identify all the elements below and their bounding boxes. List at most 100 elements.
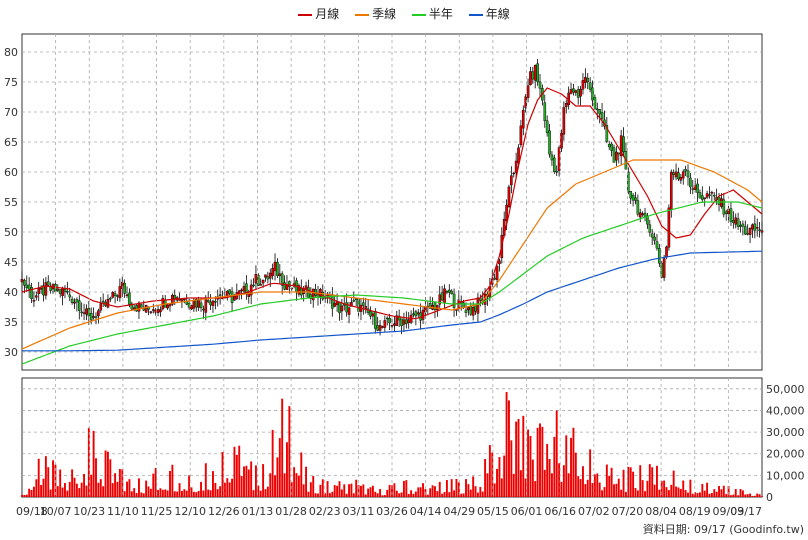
candle-down [712,194,716,197]
volume-bar [534,481,537,497]
volume-bar [400,492,403,497]
candle-up [615,151,618,161]
volume-bar [498,457,501,497]
legend-label-quarter: 季線 [372,7,397,21]
candle-down [447,289,451,293]
candle-down [252,284,255,287]
candle-down [648,224,652,233]
candle-up [264,274,267,278]
volume-bar [104,450,107,497]
candle-down [610,143,613,151]
volume-bar [548,459,551,497]
volume-bar [64,483,66,497]
volume-bar [519,470,522,497]
candle-down [75,299,79,303]
candle-down [684,169,687,172]
volume-bar [214,482,217,497]
volume-bar [73,477,76,497]
volume-bar [722,485,725,497]
candle-down [672,172,675,175]
volume-bar [486,473,489,497]
volume-bar [603,487,606,497]
volume-tick-label: 20,000 [766,448,805,461]
candle-up [510,175,513,186]
volume-bar [422,483,424,497]
volume-bar [758,494,761,497]
volume-bar [164,489,167,497]
volume-bar [653,484,656,497]
candle-down [266,276,270,280]
volume-bar [61,487,64,497]
price-tick-label: 50 [4,226,18,239]
volume-bar [522,415,525,497]
candle-up [350,302,353,307]
candle-up [99,303,103,311]
volume-bar [531,459,534,497]
volume-bar [474,486,477,497]
volume-bar [670,484,673,497]
volume-bar [613,484,615,497]
candle-up [378,325,382,331]
volume-bar [457,482,460,497]
candle-down [276,261,279,276]
date-tick-label: 08/19 [679,505,711,518]
volume-bar [718,486,720,497]
candle-up [562,107,566,135]
volume-bar [739,488,742,497]
volume-bar [204,463,207,497]
volume-bar [274,475,276,497]
volume-bar [152,473,155,497]
candle-up [564,103,568,107]
date-tick-label: 04/29 [443,505,475,518]
candle-down [717,197,721,205]
candle-up [662,258,666,278]
candle-up [421,309,425,320]
candle-down [474,305,477,312]
volume-bar [264,489,267,497]
volume-bar [254,465,257,497]
candle-down [691,188,695,190]
volume-bar [641,480,644,497]
volume-bar [419,487,422,497]
candle-up [335,301,339,306]
candle-down [595,108,599,111]
candle-up [390,325,394,327]
candle-down [631,195,635,201]
candle-up [476,297,480,314]
volume-bar [395,490,398,497]
volume-bar [560,481,563,497]
volume-bar [665,487,668,497]
candle-down [173,294,177,299]
volume-bar [209,490,212,497]
volume-bar [166,490,169,497]
volume-bar [651,467,654,497]
volume-bar [111,483,114,497]
volume-bar [219,486,222,497]
candle-up [443,288,446,304]
volume-bar [682,480,685,497]
price-tick-label: 30 [4,346,18,359]
volume-bar [23,494,26,497]
candle-up [61,287,64,296]
candle-down [493,277,496,280]
candle-down [650,233,654,238]
ma-quarter-line [21,159,763,350]
volume-bar [741,490,744,497]
volume-bar [32,486,35,497]
volume-bar [448,492,451,497]
volume-bar [369,487,372,497]
candle-up [290,287,294,290]
volume-panel: 0 10,000 20,000 30,000 40,000 50,000 [21,377,805,504]
legend-swatch-quarter [355,13,370,16]
volume-bar [290,482,293,497]
candle-down [708,194,711,196]
volume-bar [121,469,124,497]
volume-bar [355,479,358,497]
volume-bar [25,494,28,497]
date-tick-label: 09/18 [16,505,48,518]
volume-bar [524,478,527,497]
volume-bar [180,490,183,497]
candle-up [35,295,38,298]
candle-up [97,310,100,317]
candle-up [667,207,671,248]
